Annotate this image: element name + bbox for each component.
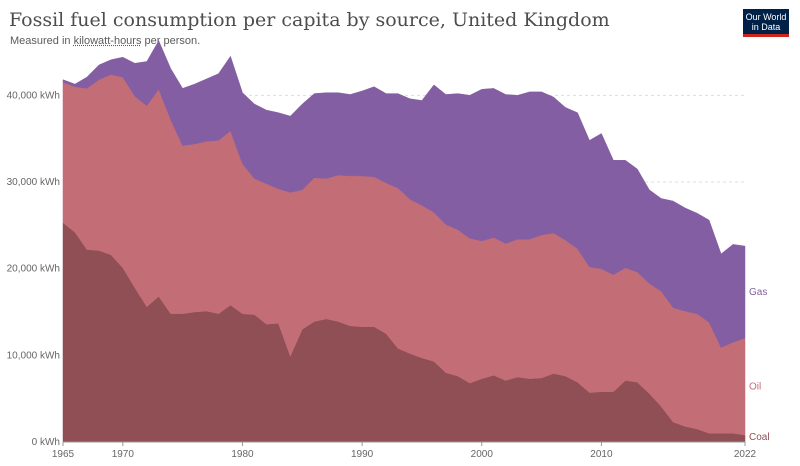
y-tick-label: 30,000 kWh bbox=[7, 177, 60, 188]
x-tick-label: 1990 bbox=[351, 449, 374, 460]
unit-link[interactable]: kilowatt-hours bbox=[73, 35, 142, 47]
area-gas[interactable] bbox=[62, 40, 746, 348]
logo-line-2: in Data bbox=[751, 22, 781, 32]
x-axis: 1965 1970 1980 1990 2000 2010 2022 bbox=[52, 441, 757, 460]
series-label-gas: Gas bbox=[749, 287, 767, 298]
x-tick-label: 2022 bbox=[734, 449, 757, 460]
x-tick-label: 1970 bbox=[112, 449, 135, 460]
owid-logo[interactable]: Our World in Data bbox=[743, 9, 789, 37]
y-tick-label: 20,000 kWh bbox=[7, 264, 60, 275]
series-label-coal: Coal bbox=[749, 432, 770, 443]
x-tick-label: 1965 bbox=[52, 449, 75, 460]
x-tick-label: 2010 bbox=[590, 449, 613, 460]
y-tick-label: 0 kWh bbox=[32, 437, 60, 448]
area-layer bbox=[62, 40, 746, 443]
y-tick-label: 10,000 kWh bbox=[7, 350, 60, 361]
series-labels: Coal Oil Gas bbox=[749, 287, 770, 443]
chart-title: Fossil fuel consumption per capita by so… bbox=[9, 9, 610, 31]
y-axis: 0 kWh 10,000 kWh 20,000 kWh 30,000 kWh 40,00… bbox=[7, 90, 60, 448]
y-tick-label: 40,000 kWh bbox=[7, 90, 60, 101]
logo-line-1: Our World bbox=[745, 12, 787, 22]
x-tick-label: 1980 bbox=[231, 449, 254, 460]
series-label-oil: Oil bbox=[749, 382, 761, 393]
x-tick-label: 2000 bbox=[471, 449, 494, 460]
subtitle-prefix: Measured in bbox=[10, 35, 71, 47]
